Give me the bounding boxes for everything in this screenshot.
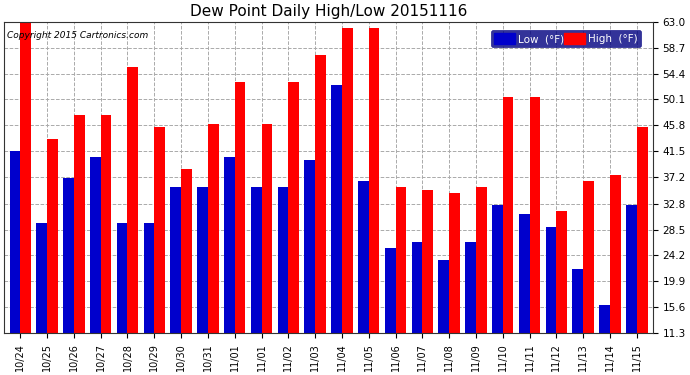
Bar: [556, 211, 567, 375]
Bar: [583, 182, 594, 375]
Bar: [492, 206, 503, 375]
Bar: [277, 188, 288, 375]
Bar: [626, 206, 637, 375]
Bar: [573, 268, 583, 375]
Bar: [262, 124, 273, 375]
Bar: [368, 28, 380, 375]
Bar: [519, 214, 529, 375]
Text: Copyright 2015 Cartronics.com: Copyright 2015 Cartronics.com: [8, 31, 148, 40]
Bar: [438, 260, 449, 375]
Bar: [181, 169, 192, 375]
Bar: [128, 67, 138, 375]
Bar: [90, 157, 101, 375]
Bar: [395, 188, 406, 375]
Bar: [101, 115, 111, 375]
Bar: [144, 224, 155, 375]
Bar: [10, 151, 20, 375]
Bar: [599, 305, 610, 375]
Bar: [117, 224, 128, 375]
Bar: [529, 97, 540, 375]
Bar: [610, 175, 621, 375]
Bar: [422, 190, 433, 375]
Bar: [235, 82, 246, 375]
Bar: [385, 248, 395, 375]
Bar: [224, 157, 235, 375]
Bar: [304, 160, 315, 375]
Bar: [197, 188, 208, 375]
Bar: [74, 115, 85, 375]
Bar: [37, 224, 47, 375]
Bar: [342, 28, 353, 375]
Bar: [20, 22, 31, 375]
Bar: [331, 85, 342, 375]
Bar: [465, 242, 476, 375]
Bar: [155, 127, 165, 375]
Bar: [208, 124, 219, 375]
Bar: [288, 82, 299, 375]
Bar: [637, 127, 647, 375]
Bar: [250, 188, 262, 375]
Bar: [412, 242, 422, 375]
Bar: [170, 188, 181, 375]
Bar: [503, 97, 513, 375]
Bar: [315, 55, 326, 375]
Bar: [546, 226, 556, 375]
Bar: [47, 139, 58, 375]
Bar: [476, 188, 486, 375]
Bar: [63, 178, 74, 375]
Bar: [449, 194, 460, 375]
Legend: Low  (°F), High  (°F): Low (°F), High (°F): [491, 30, 641, 47]
Title: Dew Point Daily High/Low 20151116: Dew Point Daily High/Low 20151116: [190, 4, 467, 19]
Bar: [358, 182, 368, 375]
